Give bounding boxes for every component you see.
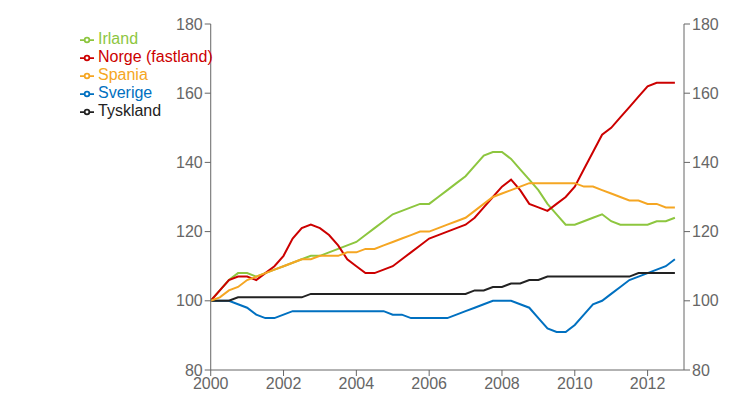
svg-text:2006: 2006 <box>411 375 447 392</box>
svg-text:100: 100 <box>692 292 719 309</box>
svg-text:160: 160 <box>176 85 203 102</box>
svg-text:2000: 2000 <box>192 375 229 393</box>
svg-text:120: 120 <box>176 223 203 240</box>
svg-text:80: 80 <box>692 362 710 379</box>
svg-text:80: 80 <box>185 362 203 379</box>
html-text:Sverige: Sverige <box>98 84 153 101</box>
svg-text:180: 180 <box>176 16 203 33</box>
html-text:Irland: Irland <box>98 30 138 47</box>
html-text:Tyskland: Tyskland <box>98 102 162 119</box>
svg-text:160: 160 <box>692 85 719 102</box>
svg-text:140: 140 <box>176 154 203 171</box>
svg-text:2012: 2012 <box>630 375 666 392</box>
html-text:Spania: Spania <box>98 66 148 83</box>
svg-text:100: 100 <box>176 292 203 309</box>
html-text:Norge (fastland): Norge (fastland) <box>98 48 213 65</box>
svg-text:2008: 2008 <box>484 375 520 392</box>
svg-text:2002: 2002 <box>266 375 302 392</box>
svg-text:180: 180 <box>692 16 719 33</box>
svg-text:120: 120 <box>692 223 719 240</box>
svg-text:2010: 2010 <box>557 375 593 392</box>
svg-text:2004: 2004 <box>339 375 375 392</box>
svg-text:140: 140 <box>692 154 719 171</box>
